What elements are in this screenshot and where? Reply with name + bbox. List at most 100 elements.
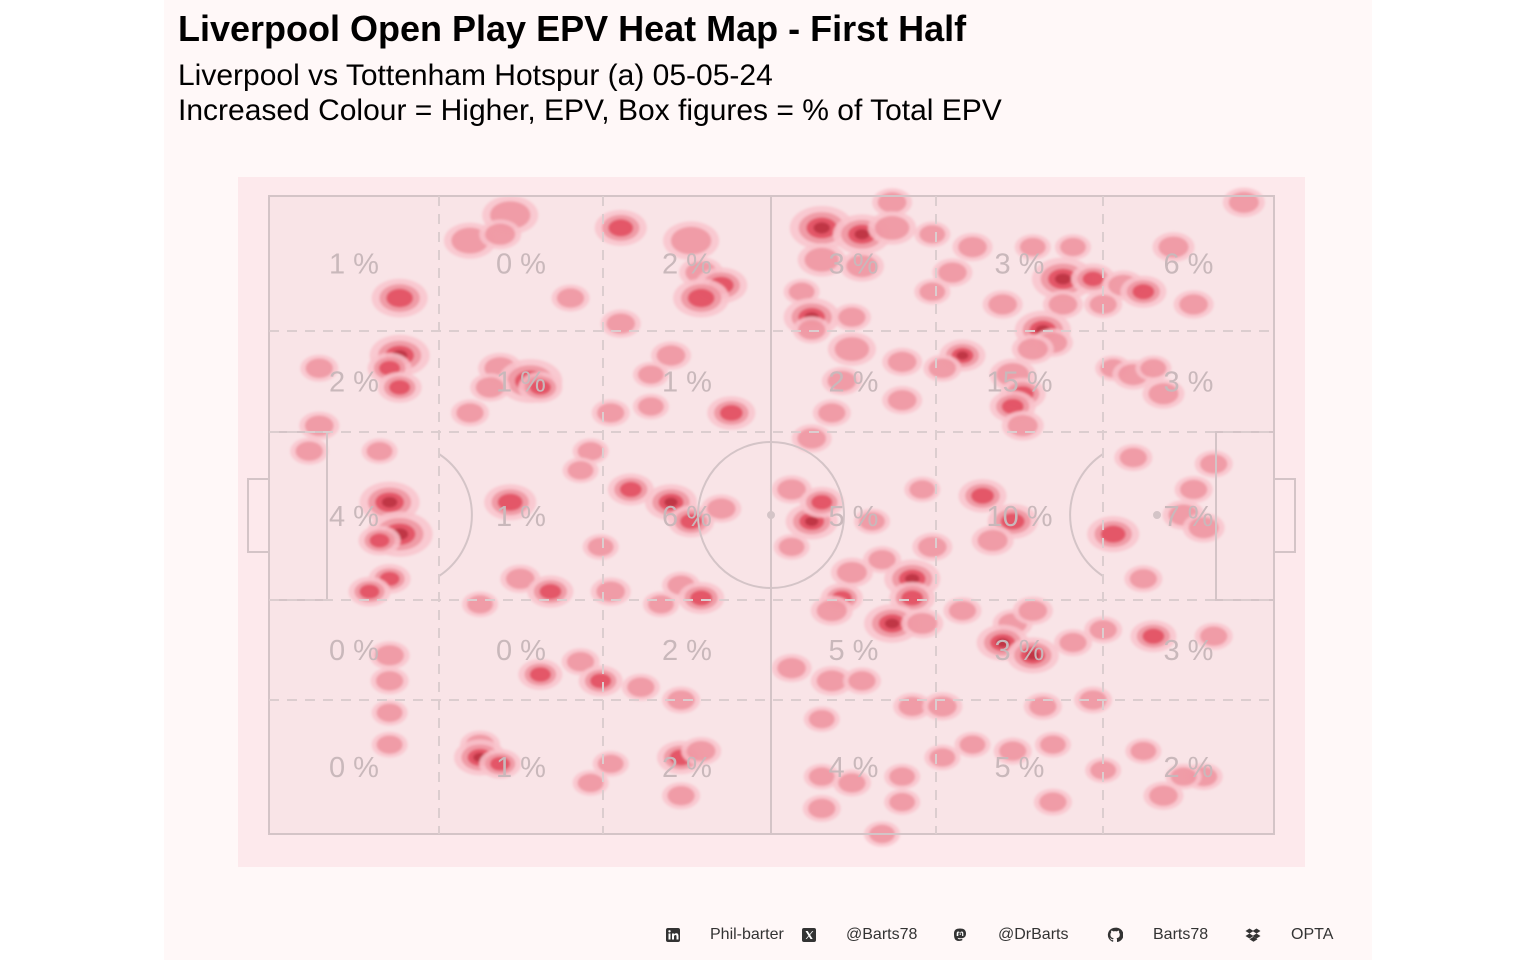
heat-spot: [799, 486, 844, 518]
heat-spot: [1124, 565, 1163, 593]
mastodon-handle[interactable]: @DrBarts: [998, 926, 1069, 943]
zone-label: 1 %: [496, 501, 546, 533]
heat-contour: [919, 282, 946, 301]
heat-spot: [662, 686, 701, 714]
zone-label: 3 %: [995, 249, 1045, 281]
heat-contour: [389, 380, 411, 395]
heat-contour: [816, 670, 847, 692]
heat-contour: [375, 645, 404, 666]
heat-spot: [600, 309, 641, 338]
heat-contour: [956, 351, 969, 360]
heat-spot: [358, 525, 401, 556]
heat-contour: [359, 584, 380, 599]
heat-spot: [884, 763, 921, 790]
x-twitter-icon[interactable]: [801, 927, 817, 943]
zone-label: 5 %: [995, 752, 1045, 784]
heat-spot: [924, 744, 961, 771]
heat-contour: [909, 480, 936, 499]
heat-contour: [1149, 785, 1178, 806]
heat-spot: [792, 316, 831, 344]
heat-contour: [375, 671, 404, 691]
linkedin-handle[interactable]: Phil-barter: [710, 926, 784, 943]
heat-spot: [527, 575, 574, 608]
heat-spot: [662, 782, 701, 810]
linkedin-icon[interactable]: [665, 927, 681, 943]
heat-spot: [582, 534, 619, 560]
heat-contour: [874, 215, 910, 240]
centre-circle: [697, 441, 845, 589]
heat-spot: [943, 597, 982, 625]
heat-layer: [290, 187, 1265, 847]
zone-label: 2 %: [662, 752, 712, 784]
github-handle[interactable]: Barts78: [1153, 926, 1209, 943]
heat-contour: [804, 516, 819, 527]
heat-contour: [788, 282, 815, 301]
heat-contour: [1119, 447, 1148, 468]
heat-spot: [922, 692, 963, 721]
heat-contour: [813, 222, 831, 234]
heat-spot: [1125, 738, 1162, 764]
heat-contour: [904, 573, 920, 584]
heat-contour: [597, 754, 624, 774]
heat-contour: [577, 773, 604, 793]
heat-contour: [1019, 237, 1046, 257]
x-handle[interactable]: @Barts78: [846, 926, 918, 943]
heat-contour: [958, 236, 987, 258]
heat-contour: [295, 441, 323, 461]
heat-spot: [1006, 637, 1059, 674]
heat-contour: [917, 536, 947, 558]
heat-spot: [832, 303, 871, 331]
dropbox-icon[interactable]: [1245, 927, 1261, 943]
github-icon[interactable]: [1107, 927, 1123, 943]
zone-cell: [269, 700, 439, 834]
heat-spot: [954, 731, 991, 758]
heat-contour: [995, 637, 1010, 648]
heat-contour: [859, 512, 885, 531]
heat-spot: [590, 577, 631, 606]
heat-contour: [1090, 761, 1117, 780]
heat-contour: [928, 358, 957, 378]
heat-contour: [1130, 741, 1157, 761]
heat-spot: [673, 278, 730, 318]
zone-label: 5 %: [829, 501, 879, 533]
heat-spot: [377, 372, 422, 403]
heat-contour: [608, 219, 634, 237]
heat-spot: [594, 209, 647, 246]
heat-contour: [818, 403, 846, 423]
heat-contour: [386, 288, 414, 308]
heat-spot: [1152, 232, 1195, 262]
heat-spot: [1054, 629, 1092, 657]
heat-contour: [1059, 632, 1087, 653]
heat-contour: [539, 583, 562, 600]
zone-label: 0 %: [329, 752, 379, 784]
heat-contour: [687, 288, 715, 308]
heat-spot: [290, 437, 329, 465]
heat-contour: [690, 590, 713, 606]
heat-contour: [778, 537, 805, 557]
heat-spot: [371, 278, 428, 318]
heat-contour: [1228, 191, 1259, 213]
heat-spot: [882, 386, 923, 415]
heat-contour: [999, 741, 1027, 761]
heat-contour: [587, 537, 614, 557]
right-penalty-spot: [1153, 511, 1161, 519]
subtitle-line-1: Liverpool vs Tottenham Hotspur (a) 05-05…: [178, 59, 773, 92]
heat-contour: [1188, 517, 1219, 539]
heat-spot: [1182, 512, 1225, 543]
heat-contour: [1007, 415, 1038, 437]
heat-contour: [376, 703, 403, 722]
heat-contour: [680, 513, 703, 530]
heat-spot: [707, 396, 756, 430]
heat-spot: [914, 278, 951, 305]
heat-spot: [479, 749, 522, 779]
zone-labels: 1 % 0 % 2 % 3 % 3 % 6 % 2 % 1 % 1 % 2 % 15 % 3 % 4 %…: [329, 249, 1213, 785]
heat-contour: [1026, 650, 1040, 661]
heat-contour: [1029, 696, 1057, 717]
mastodon-icon[interactable]: [952, 927, 968, 943]
heat-contour: [667, 786, 695, 806]
heat-contour: [529, 380, 551, 395]
heat-spot: [797, 243, 846, 277]
heat-contour: [556, 288, 585, 308]
heat-spot: [621, 673, 660, 701]
heat-contour: [854, 229, 870, 240]
